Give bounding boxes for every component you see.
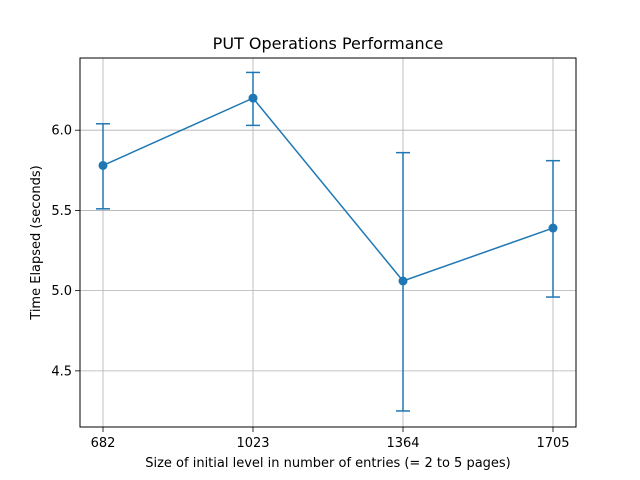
x-tick-label: 1364: [386, 436, 419, 451]
y-tick-label: 5.0: [51, 284, 72, 299]
plot-frame: [79, 57, 577, 428]
data-point: [98, 160, 108, 170]
y-tick-label: 6.0: [51, 124, 72, 139]
series-line: [102, 97, 554, 282]
chart-title: PUT Operations Performance: [213, 34, 444, 53]
y-axis-label: Time Elapsed (seconds): [29, 165, 44, 320]
x-tick-label: 1023: [236, 436, 269, 451]
y-tick-label: 5.5: [51, 204, 72, 219]
x-axis-label: Size of initial level in number of entri…: [145, 456, 511, 471]
data-point: [398, 276, 408, 286]
x-tick-label: 682: [91, 436, 116, 451]
tick-layer: 682 1023 1364 1705 4.5 5.0 5.5 6.0: [51, 124, 569, 451]
y-tick-label: 4.5: [51, 364, 72, 379]
data-point: [248, 93, 258, 103]
x-tick-label: 1705: [536, 436, 569, 451]
data-layer: [96, 71, 560, 412]
data-point: [548, 223, 558, 233]
